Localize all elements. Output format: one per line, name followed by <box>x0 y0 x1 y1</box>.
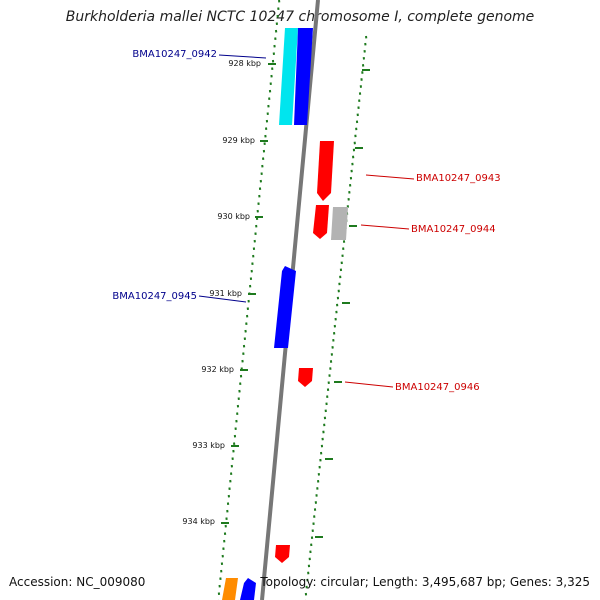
reverse-features <box>275 141 348 563</box>
ruler-label: 930 kbp <box>217 212 250 221</box>
leader-bma10247-0946 <box>344 381 394 388</box>
tick-track-right <box>304 35 368 600</box>
gene-feature-bottom-orange[interactable] <box>222 578 238 600</box>
gene-label-bma10247-0944[interactable]: BMA10247_0944 <box>411 224 496 235</box>
gene-feature-bma10247-0942-b[interactable] <box>294 28 313 125</box>
leader-bma10247-0944 <box>360 224 410 230</box>
accession-text: Accession: NC_009080 <box>9 575 146 589</box>
gene-feature-bma10247-0944-b[interactable] <box>331 207 348 240</box>
gene-feature-bottom-red[interactable] <box>275 545 290 563</box>
gene-feature-bma10247-0944-a[interactable] <box>313 205 329 239</box>
forward-features <box>222 28 313 600</box>
gene-labels: BMA10247_0942 BMA10247_0943 BMA10247_094… <box>112 49 500 393</box>
gene-label-bma10247-0942[interactable]: BMA10247_0942 <box>132 49 217 60</box>
tick-track-left <box>217 0 281 600</box>
ruler-label: 931 kbp <box>209 289 242 298</box>
gene-label-bma10247-0945[interactable]: BMA10247_0945 <box>112 291 197 302</box>
ruler-label: 929 kbp <box>222 136 255 145</box>
gene-feature-bma10247-0942-a[interactable] <box>279 28 298 125</box>
leader-bma10247-0942 <box>218 54 267 59</box>
leader-bma10247-0943 <box>365 174 415 180</box>
gene-feature-bma10247-0943[interactable] <box>317 141 334 201</box>
gene-label-bma10247-0946[interactable]: BMA10247_0946 <box>395 382 480 393</box>
ruler-labels: 928 kbp 929 kbp 930 kbp 931 kbp 932 kbp … <box>182 59 261 526</box>
label-leaders <box>198 54 415 388</box>
ruler-label: 928 kbp <box>228 59 261 68</box>
ruler-label: 933 kbp <box>192 441 225 450</box>
gene-feature-bottom-blue[interactable] <box>240 578 256 600</box>
gene-feature-bma10247-0946[interactable] <box>298 368 313 387</box>
ruler-label: 934 kbp <box>182 517 215 526</box>
gene-feature-bma10247-0945[interactable] <box>274 266 296 348</box>
gene-label-bma10247-0943[interactable]: BMA10247_0943 <box>416 173 501 184</box>
map-title: Burkholderia mallei NCTC 10247 chromosom… <box>65 9 535 25</box>
leader-bma10247-0945 <box>198 295 247 303</box>
ruler-major-ticks <box>221 63 370 538</box>
ruler-label: 932 kbp <box>201 365 234 374</box>
topology-summary-text: Topology: circular; Length: 3,495,687 bp… <box>260 575 590 589</box>
